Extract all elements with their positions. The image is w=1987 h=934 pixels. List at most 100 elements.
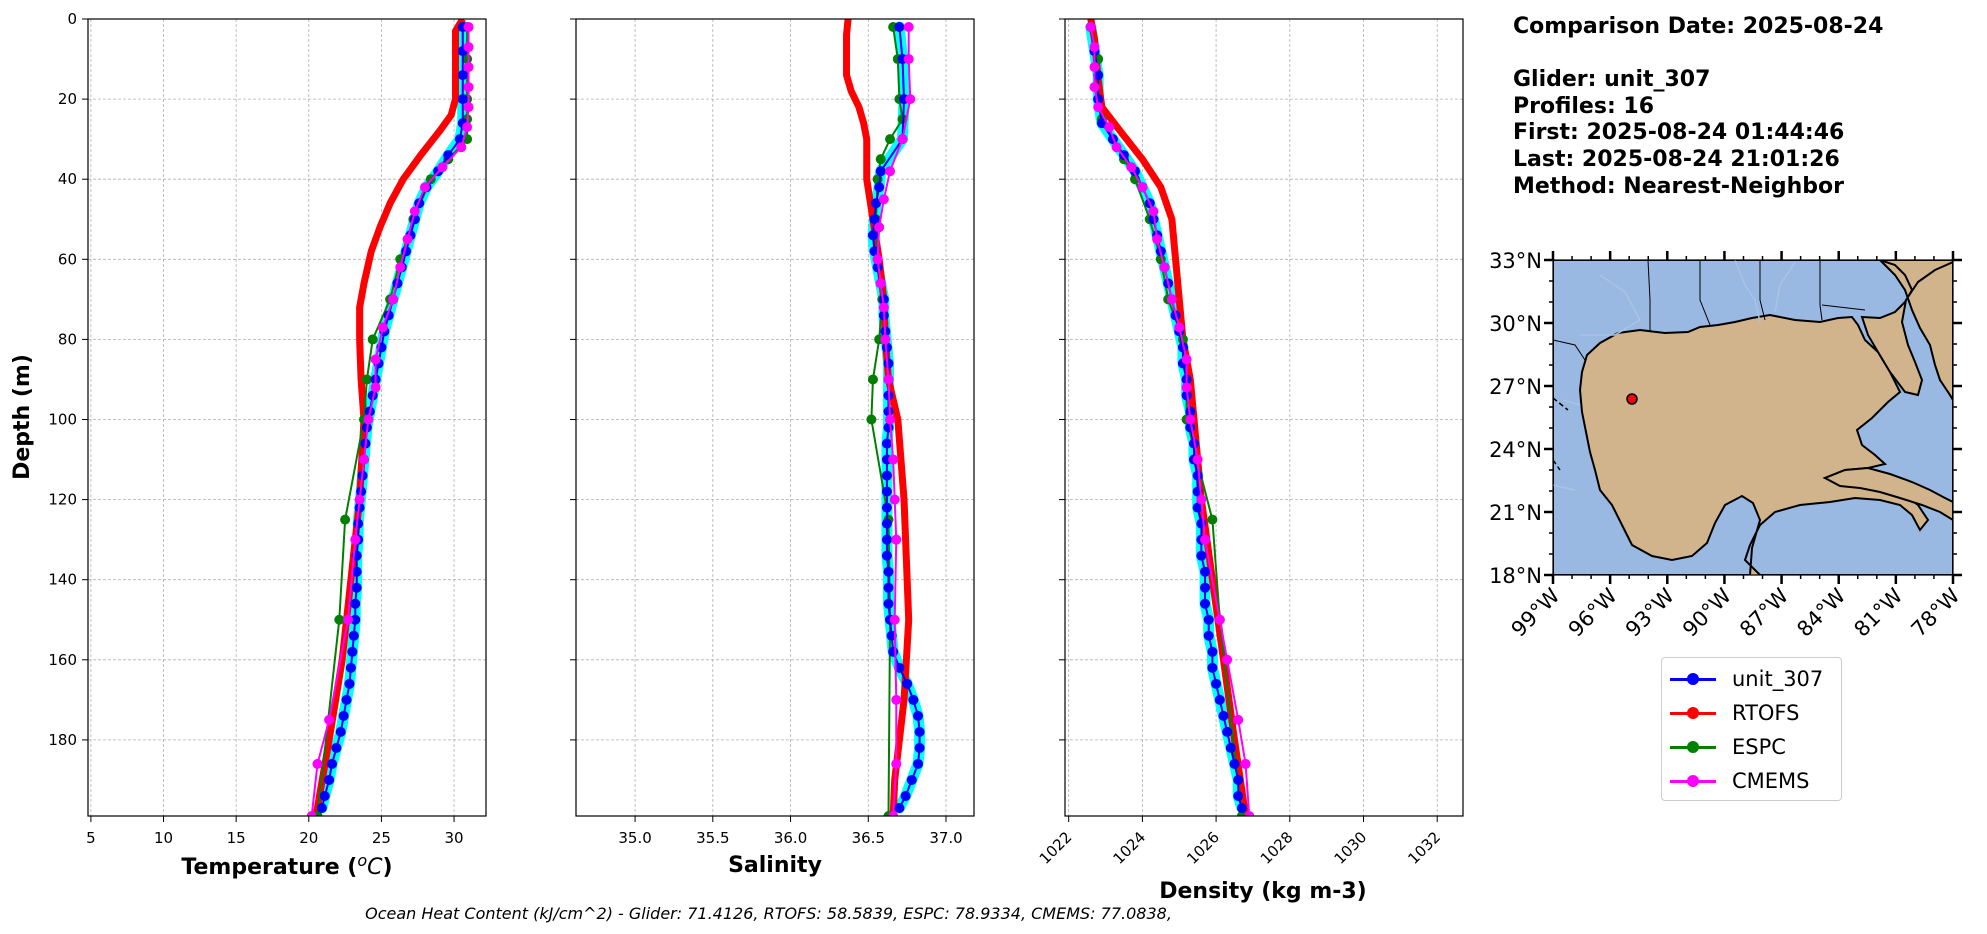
data-point-cmems [358, 454, 369, 465]
data-point-cmems [878, 194, 889, 205]
data-point-cmems [1174, 322, 1185, 333]
glider-raw-profiles [316, 21, 469, 814]
map-frame-ticks [1544, 251, 1962, 584]
data-point-cmems [885, 166, 896, 177]
data-point-unit-307 [1207, 662, 1218, 673]
data-point-unit-307 [881, 518, 892, 529]
legend-item-cmems: CMEMS [1670, 764, 1810, 798]
data-point-unit-307 [457, 70, 468, 81]
axes-frame [87, 18, 487, 817]
y-tick-label: 160 [48, 651, 77, 669]
y-tick-label: 40 [58, 170, 77, 188]
data-point-cmems [1181, 382, 1192, 393]
map-lat-label: 21°N [1489, 501, 1542, 525]
legend-item-rtofs: RTOFS [1670, 696, 1799, 730]
data-point-unit-307 [345, 662, 356, 673]
y-axis-label: Depth (m) [10, 354, 35, 480]
data-point-cmems [1240, 758, 1251, 769]
comparison-info-block: Comparison Date: 2025-08-24 Glider: unit… [1513, 14, 1883, 200]
data-point-espc [340, 514, 351, 525]
x-tick-label: 15 [227, 829, 246, 847]
data-point-cmems [883, 374, 894, 385]
data-point-unit-307 [1236, 802, 1247, 813]
map-latitude-labels: 33°N 30°N 27°N 24°N 21°N 18°N [1489, 249, 1542, 588]
data-point-cmems [312, 758, 323, 769]
data-point-cmems [1089, 42, 1100, 53]
data-point-unit-307 [883, 566, 894, 577]
ohc-footer-text: Ocean Heat Content (kJ/cm^2) - Glider: 7… [365, 904, 1172, 923]
x-tick-label: 30 [444, 829, 463, 847]
data-point-cmems [377, 322, 388, 333]
map-lat-label: 24°N [1489, 438, 1542, 462]
data-point-cmems [885, 414, 896, 425]
data-point-cmems [1200, 534, 1211, 545]
comparison-date-text: Comparison Date: 2025-08-24 [1513, 14, 1884, 39]
data-point-cmems [1196, 494, 1207, 505]
data-point-cmems [354, 494, 365, 505]
data-point-cmems [1148, 206, 1159, 217]
x-tick-label: 1024 [1109, 828, 1149, 868]
data-point-cmems [1111, 142, 1122, 153]
data-point-unit-307 [1200, 598, 1211, 609]
data-point-unit-307 [1203, 630, 1214, 641]
data-point-cmems [888, 454, 899, 465]
data-point-unit-307 [883, 598, 894, 609]
x-axis-label-density: Density (kg m-3) [1159, 879, 1367, 904]
data-point-unit-307 [881, 470, 892, 481]
data-point-unit-307 [908, 694, 919, 705]
data-point-cmems [306, 811, 317, 816]
data-point-cmems [878, 302, 889, 313]
x-tick-label: 25 [372, 829, 391, 847]
y-tick-label: 80 [58, 330, 77, 348]
data-point-unit-307 [351, 582, 362, 593]
data-point-unit-307 [913, 758, 924, 769]
mexico-west-coast [1553, 397, 1569, 471]
data-point-unit-307 [353, 518, 364, 529]
data-point-cmems [1159, 262, 1170, 273]
data-point-cmems [388, 294, 399, 305]
y-tick-label: 60 [58, 250, 77, 268]
data-point-espc [367, 334, 378, 345]
x-tick-label: 1032 [1404, 828, 1444, 868]
x-tick-label: 1026 [1183, 828, 1223, 868]
data-point-unit-307 [874, 182, 885, 193]
map-longitude-labels: 99°W 96°W 93°W 90°W 87°W 84°W 81°W 78°W [1507, 583, 1965, 641]
data-point-espc [885, 134, 896, 145]
map-lon-label: 78°W [1907, 583, 1965, 641]
profiles-count-text: Profiles: 16 [1513, 93, 1655, 119]
legend-swatch [1670, 672, 1716, 685]
data-point-cmems [463, 62, 474, 73]
legend-swatch [1670, 774, 1716, 787]
data-point-unit-307 [331, 742, 342, 753]
x-tick-label: 1028 [1257, 828, 1297, 868]
data-point-cmems [463, 102, 474, 113]
data-point-cmems [463, 22, 474, 33]
data-point-cmems [1152, 234, 1163, 245]
data-point-unit-307 [351, 566, 362, 577]
data-point-unit-307 [883, 582, 894, 593]
map-lat-label: 18°N [1489, 564, 1542, 588]
map-lon-label: 93°W [1621, 583, 1679, 641]
salinity-panel: 35.0 35.5 36.0 36.5 37.0 [570, 18, 975, 847]
data-point-cmems [1089, 82, 1100, 93]
data-point-cmems [889, 494, 900, 505]
data-point-unit-307 [1200, 566, 1211, 577]
data-point-cmems [891, 534, 902, 545]
x-tick-label: 36.5 [852, 829, 885, 847]
data-point-cmems [1089, 62, 1100, 73]
cuba-island [1822, 466, 1953, 522]
data-point-unit-307 [1196, 550, 1207, 561]
data-point-espc [866, 414, 877, 425]
x-axis-label-temperature: Temperature (oC) [181, 851, 392, 880]
data-point-cmems [370, 382, 381, 393]
data-point-unit-307 [881, 438, 892, 449]
data-point-cmems [437, 162, 448, 173]
legend-label: ESPC [1732, 735, 1786, 759]
legend-label: unit_307 [1732, 667, 1824, 691]
data-point-espc [875, 154, 886, 165]
series-line-cmems [876, 27, 912, 816]
data-point-unit-307 [875, 166, 886, 177]
data-point-unit-307 [881, 486, 892, 497]
series-group [843, 19, 926, 816]
series-line-espc [316, 27, 469, 816]
